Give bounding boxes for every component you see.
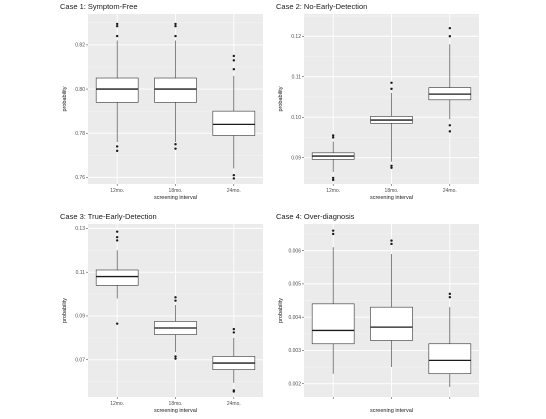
x-tick-label: 24mo. <box>227 188 241 194</box>
box <box>428 343 472 375</box>
y-tick-label: 0.002 <box>288 381 301 387</box>
outlier-point <box>448 26 452 30</box>
outlier-point <box>174 22 177 26</box>
outlier-point <box>390 81 393 85</box>
outlier-point <box>174 34 177 38</box>
y-tick-label: 0.11 <box>76 270 86 276</box>
box <box>311 303 355 345</box>
outlier-point <box>232 54 236 58</box>
x-tick-label: 24mo. <box>443 188 457 194</box>
x-tick-label: 24mo. <box>227 401 241 407</box>
outlier-point <box>115 322 119 325</box>
y-tick-label: 0.006 <box>288 248 301 254</box>
outlier-point <box>390 239 393 242</box>
box <box>212 110 256 136</box>
x-tick-label: 18mo. <box>169 401 183 407</box>
y-tick-label: 0.10 <box>291 115 301 121</box>
y-axis-title: probability <box>278 86 284 111</box>
y-tick-label: 0.004 <box>288 315 301 321</box>
box-plot: 0.002 0.003 0.004 0.005 0.006 screening inter… <box>278 224 479 414</box>
outlier-point <box>174 355 177 358</box>
outlier-point <box>232 331 236 334</box>
outlier-point <box>174 296 177 299</box>
outlier-point <box>331 134 335 137</box>
outlier-point <box>232 67 236 71</box>
box <box>370 306 413 341</box>
box-plot: 0.07 0.09 0.11 0.13 12mo. 18mo. 24mo. screening… <box>62 224 263 414</box>
outlier-point <box>115 24 119 28</box>
y-tick-label: 0.003 <box>288 348 301 354</box>
outlier-point <box>115 230 119 233</box>
y-tick-label: 0.11 <box>292 74 302 80</box>
outlier-point <box>390 164 393 167</box>
outlier-point <box>115 34 119 38</box>
outlier-point <box>115 235 119 239</box>
box <box>95 269 139 286</box>
box-plot: 0.76 0.78 0.80 0.82 12mo. 18mo. 24mo. screening… <box>62 14 263 201</box>
outlier-point <box>232 177 236 180</box>
outlier-point <box>331 136 335 139</box>
outlier-point <box>174 24 177 28</box>
panel-case-3: Case 3: True-Early-Detection 0.07 0.09 0.1… <box>60 212 265 417</box>
outlier-point <box>448 292 452 296</box>
chart-title: Case 4: Over-diagnosis <box>276 212 355 221</box>
outlier-point <box>331 176 335 180</box>
x-tick-label: 12mo. <box>110 188 124 194</box>
y-axis-title: probability <box>62 298 68 323</box>
outlier-point <box>174 147 177 150</box>
outlier-point <box>448 130 452 133</box>
x-axis-title: screening interval <box>370 408 413 414</box>
panel-case-4: Case 4: Over-diagnosis 0.002 0.003 0.004 0.… <box>276 212 481 417</box>
outlier-point <box>115 149 119 153</box>
y-tick-label: 0.005 <box>288 282 301 288</box>
outlier-point <box>448 35 452 38</box>
outlier-point <box>448 295 452 299</box>
outlier-point <box>448 124 452 127</box>
box-plot: 0.09 0.10 0.11 0.12 12mo. 18mo. 24mo. screening… <box>278 14 479 201</box>
y-tick-label: 0.09 <box>291 155 301 161</box>
y-tick-label: 0.78 <box>75 131 85 137</box>
chart-title: Case 2: No-Early-Detection <box>276 2 368 11</box>
y-tick-label: 0.13 <box>75 226 85 232</box>
y-tick-label: 0.82 <box>75 43 85 49</box>
y-tick-label: 0.76 <box>75 175 85 181</box>
y-tick-label: 0.07 <box>75 357 85 363</box>
box <box>95 77 139 103</box>
x-axis-title: screening interval <box>154 195 197 201</box>
outlier-point <box>174 299 177 302</box>
y-tick-label: 0.12 <box>291 34 301 40</box>
outlier-point <box>390 166 393 170</box>
outlier-point <box>174 357 177 360</box>
chart-title: Case 3: True-Early-Detection <box>60 212 157 221</box>
outlier-point <box>115 22 119 26</box>
x-tick-label: 12mo. <box>326 188 340 194</box>
x-axis-title: screening interval <box>154 408 197 414</box>
outlier-point <box>331 178 335 182</box>
x-axis-title: screening interval <box>370 195 413 201</box>
outlier-point <box>232 390 236 393</box>
panel-case-1: Case 1: Symptom-Free 0.76 0.78 0.80 0.82 12m… <box>60 2 265 204</box>
outlier-point <box>232 327 236 331</box>
panel-case-2: Case 2: No-Early-Detection 0.09 0.10 0.11 0… <box>276 2 481 204</box>
y-axis-title: probability <box>278 298 284 323</box>
chart-title: Case 1: Symptom-Free <box>60 2 138 11</box>
outlier-point <box>115 145 119 148</box>
outlier-point <box>115 239 119 242</box>
outlier-point <box>390 87 393 91</box>
y-tick-label: 0.80 <box>75 87 85 93</box>
x-tick-label: 12mo. <box>110 401 124 407</box>
outlier-point <box>232 173 236 177</box>
x-tick-label: 18mo. <box>169 188 183 194</box>
y-tick-label: 0.09 <box>75 314 85 320</box>
outlier-point <box>390 242 393 246</box>
y-axis-title: probability <box>62 86 68 111</box>
outlier-point <box>331 232 335 236</box>
x-tick-label: 18mo. <box>385 188 399 194</box>
box <box>154 77 197 103</box>
outlier-point <box>331 229 335 232</box>
outlier-point <box>174 143 177 146</box>
outlier-point <box>232 59 236 62</box>
